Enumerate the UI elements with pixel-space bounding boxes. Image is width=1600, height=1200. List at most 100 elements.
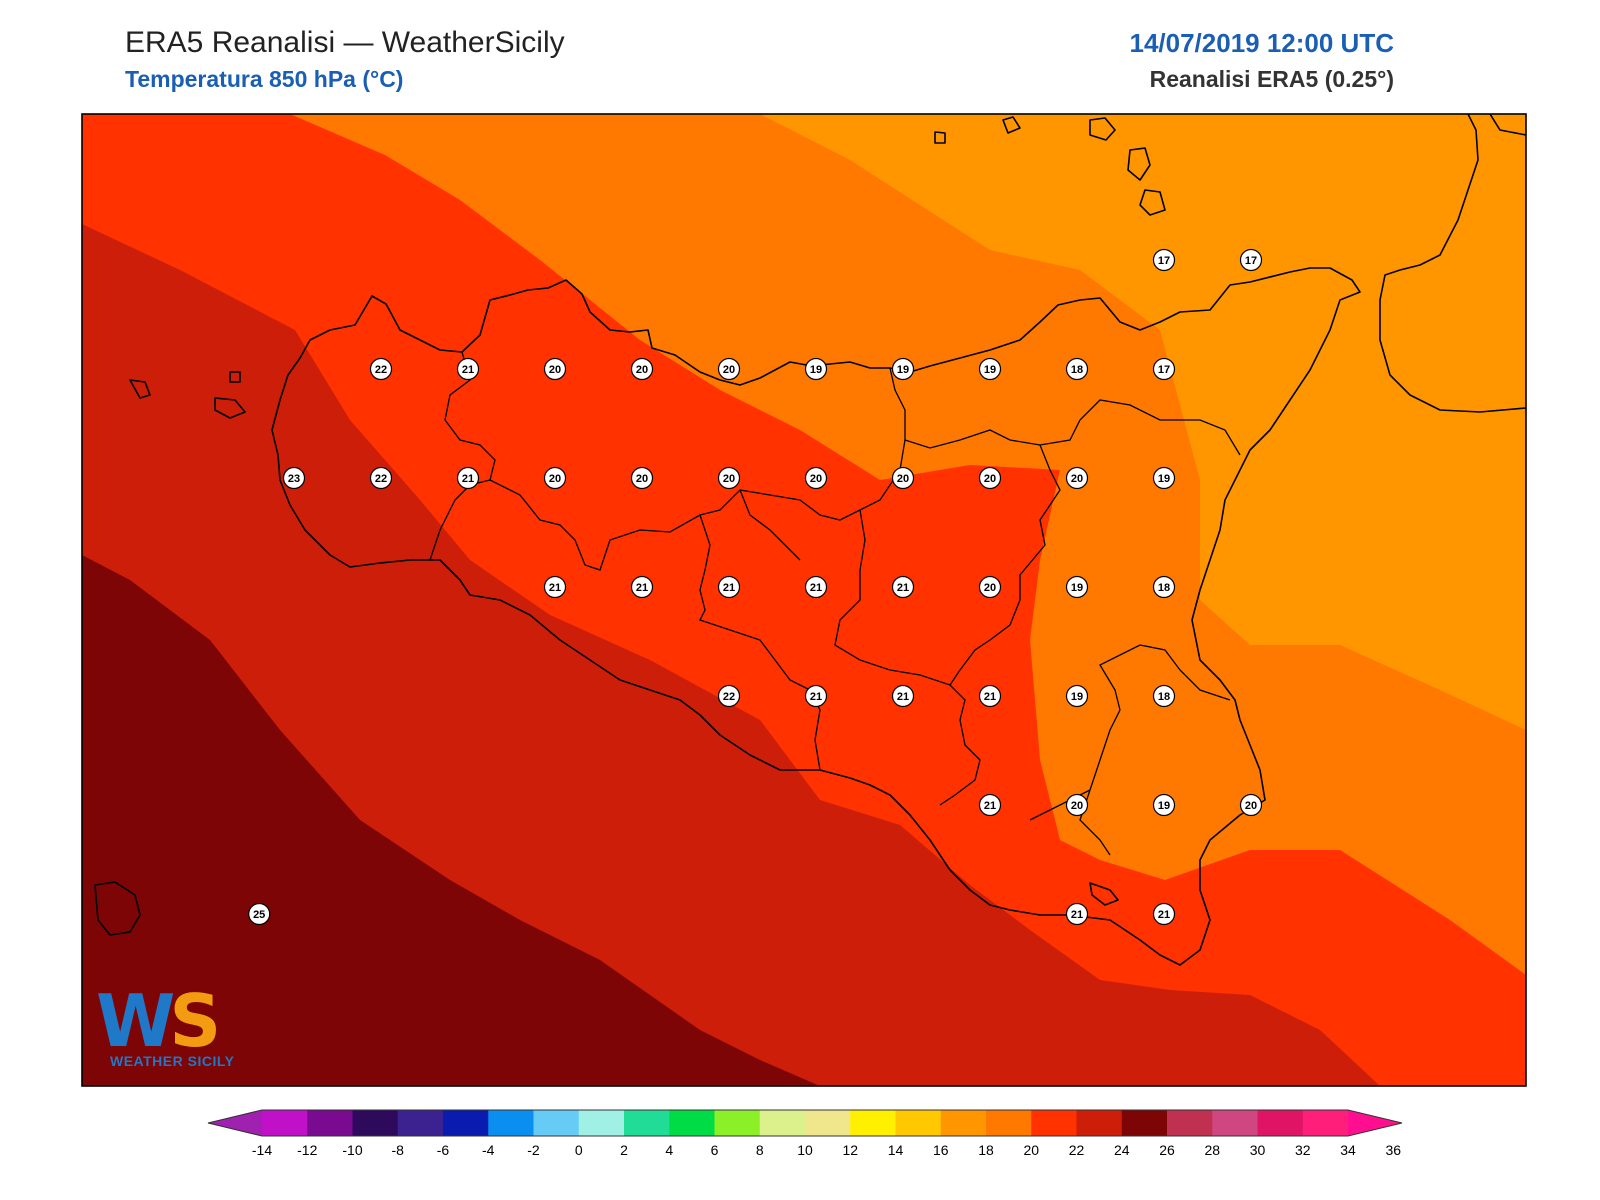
station-circle (1065, 575, 1089, 599)
lipari-island (1127, 147, 1151, 181)
map-datetime: 14/07/2019 12:00 UTC (1129, 28, 1394, 58)
station-marker: 19 (978, 357, 1002, 381)
colorbar-bin (1348, 1110, 1402, 1136)
border-caltanissetta-enna (834, 509, 961, 686)
pantelleria-island (94, 881, 141, 936)
station-marker: 20 (891, 466, 915, 490)
station-marker: 20 (543, 357, 567, 381)
mainland-coast-north (1489, 114, 1526, 136)
vulcano-island (1139, 189, 1166, 216)
station-value: 20 (1071, 800, 1083, 812)
station-value: 21 (549, 582, 561, 594)
station-circle (1152, 793, 1176, 817)
station-marker: 21 (978, 793, 1002, 817)
station-marker: 21 (978, 684, 1002, 708)
colorbar-bin (307, 1110, 353, 1136)
station-marker: 17 (1239, 248, 1263, 272)
colorbar-bin (1302, 1110, 1349, 1136)
station-value: 20 (897, 473, 909, 485)
station-value: 19 (1158, 473, 1170, 485)
colorbar-tick-label: 32 (1295, 1142, 1311, 1158)
colorbar-tick-label: -4 (482, 1142, 495, 1158)
malta-island (1089, 882, 1119, 906)
station-marker: 25 (248, 902, 271, 926)
station-marker: 20 (1065, 466, 1089, 490)
colorbar-bin (714, 1110, 761, 1136)
colorbar-tick-label: 18 (978, 1142, 994, 1158)
alicudi-island (1002, 116, 1021, 134)
logo-letters: WS (96, 979, 221, 1063)
colorbar-tick-label: 14 (888, 1142, 904, 1158)
station-circle (1065, 357, 1089, 381)
station-circle (1152, 248, 1176, 272)
station-marker: 22 (369, 357, 393, 381)
station-marker: 21 (804, 575, 828, 599)
station-marker: 21 (630, 575, 654, 599)
station-marker: 17 (1152, 357, 1176, 381)
colorbar-tick-label: 28 (1204, 1142, 1220, 1158)
colorbar-bin (488, 1110, 534, 1136)
station-marker: 20 (630, 466, 654, 490)
station-value: 17 (1158, 255, 1170, 267)
station-value: 20 (1071, 473, 1083, 485)
station-value: 21 (1071, 909, 1083, 921)
map-source: Reanalisi ERA5 (0.25°) (1149, 66, 1394, 92)
station-marker: 21 (717, 575, 741, 599)
colorbar-bin (352, 1110, 399, 1136)
ustica-island (934, 131, 946, 144)
colorbar-tick-label: 36 (1385, 1142, 1401, 1158)
station-value: 17 (1245, 255, 1257, 267)
station-marker: 20 (1065, 793, 1089, 817)
station-circle (630, 357, 654, 381)
station-marker: 19 (1152, 466, 1176, 490)
station-circle (891, 357, 915, 381)
station-circle (1065, 684, 1089, 708)
station-circle (1239, 793, 1263, 817)
egadi-favignana (129, 379, 151, 399)
station-value: 17 (1158, 364, 1170, 376)
station-circle (1065, 793, 1089, 817)
station-marker: 21 (543, 575, 567, 599)
station-marker: 19 (891, 357, 915, 381)
border-trapani-palermo (429, 351, 496, 561)
logo-text: WEATHER SICILY (110, 1053, 235, 1069)
station-value: 21 (810, 582, 822, 594)
station-circle (978, 575, 1002, 599)
station-value: 21 (636, 582, 648, 594)
colorbar-bin (895, 1110, 942, 1136)
station-marker: 18 (1152, 575, 1176, 599)
station-marker: 20 (978, 466, 1002, 490)
station-marker: 19 (804, 357, 828, 381)
station-marker: 23 (282, 466, 306, 490)
salina-island (1089, 117, 1116, 141)
station-circle (891, 684, 915, 708)
border-messina-catania (1079, 399, 1241, 456)
station-circle (978, 793, 1002, 817)
station-value: 22 (375, 473, 387, 485)
station-value: 20 (549, 364, 561, 376)
station-value: 20 (636, 473, 648, 485)
colorbar-bin (1121, 1110, 1168, 1136)
colorbar-bin (533, 1110, 580, 1136)
colorbar-tick-label: -6 (437, 1142, 450, 1158)
station-circle (543, 466, 567, 490)
station-value: 18 (1158, 691, 1170, 703)
station-value: 20 (549, 473, 561, 485)
colorbar-bin (1167, 1110, 1213, 1136)
colorbar-tick-label: 26 (1159, 1142, 1175, 1158)
station-value: 20 (636, 364, 648, 376)
colorbar-bin (624, 1110, 670, 1136)
station-circle (1152, 902, 1176, 926)
station-marker: 20 (978, 575, 1002, 599)
station-circle (1065, 902, 1089, 926)
colorbar-tick-label: 6 (711, 1142, 719, 1158)
station-value: 22 (723, 691, 735, 703)
weathersicily-logo: WS WEATHER SICILY (96, 979, 256, 1075)
station-circle (804, 684, 828, 708)
colorbar-tick-label: 8 (756, 1142, 764, 1158)
station-marker: 20 (543, 466, 567, 490)
station-circle (978, 466, 1002, 490)
station-marker: 18 (1152, 684, 1176, 708)
station-circle (543, 575, 567, 599)
